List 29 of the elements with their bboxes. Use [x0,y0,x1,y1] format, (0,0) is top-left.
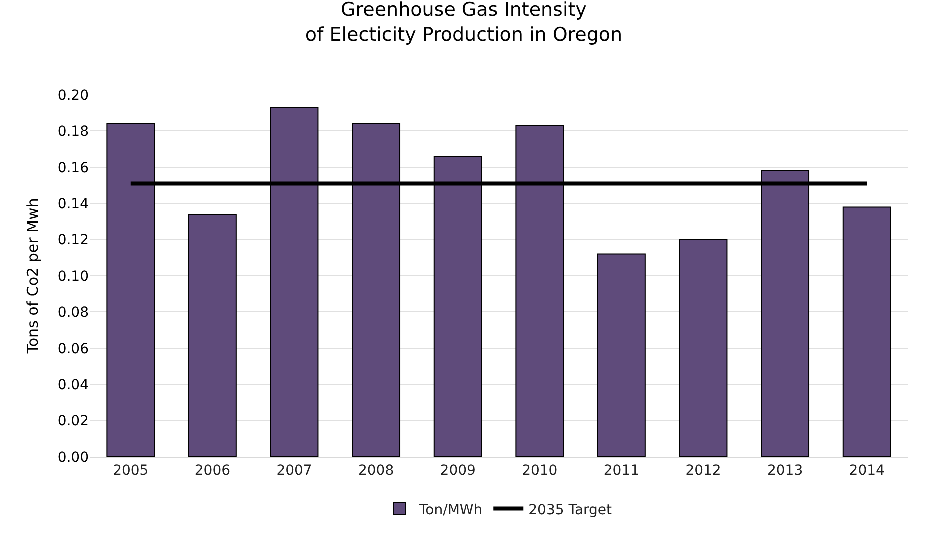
y-tick-label: 0.00 [58,450,89,466]
legend-label: 2035 Target [528,502,613,518]
y-tick-label: 0.16 [58,160,90,176]
x-tick-label: 2005 [113,462,149,479]
y-tick-label: 0.06 [58,341,90,358]
y-tick-label: 0.12 [58,232,89,249]
bar [188,214,237,457]
x-tick-label: 2007 [276,462,312,479]
y-axis-title: Tons of Co2 per Mwh [24,198,42,355]
y-tick-label: 0.04 [58,378,90,394]
legend-label: Ton/MWh [418,502,483,518]
x-tick-label: 2014 [849,462,885,479]
x-tick-label: 2013 [767,462,804,479]
x-tick-label: 2010 [522,462,558,479]
y-tick-label: 0.08 [58,305,89,322]
x-tick-label: 2006 [194,462,231,479]
y-tick-label: 0.02 [58,414,89,430]
y-tick-label: 0.14 [58,196,90,212]
x-tick-label: 2011 [604,462,640,479]
x-tick-label: 2009 [440,462,476,479]
chart-title: Greenhouse Gas Intensity of Electicity Production in Oregon [305,0,623,46]
y-tick-label: 0.10 [58,268,89,285]
x-tick-label: 2008 [358,462,394,479]
bar [842,206,892,457]
x-tick-label: 2012 [686,462,722,479]
y-tick-label: 0.20 [58,88,89,104]
bar [679,239,728,457]
y-tick-label: 0.18 [58,124,89,140]
bar [597,254,646,457]
